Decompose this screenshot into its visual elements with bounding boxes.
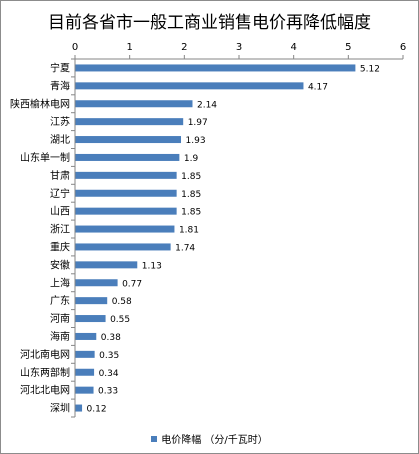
bars (75, 64, 356, 412)
bar (75, 207, 177, 215)
bar (75, 279, 118, 287)
category-label: 山西 (50, 206, 70, 218)
bar (75, 118, 184, 126)
value-label: 0.12 (87, 405, 107, 415)
x-tick-label: 4 (290, 42, 296, 53)
x-tick-label: 6 (400, 42, 406, 53)
legend: 电价降幅 （分/千瓦时） (0, 431, 419, 446)
category-label: 海南 (50, 330, 70, 343)
bar (75, 350, 95, 358)
value-label: 2.14 (197, 100, 217, 110)
bar (75, 82, 304, 90)
value-label: 1.85 (181, 208, 201, 218)
value-label: 0.33 (98, 387, 118, 397)
category-label: 山东两部制 (20, 366, 70, 379)
category-label: 浙江 (50, 224, 70, 236)
bar (75, 243, 171, 251)
bar (75, 386, 94, 394)
category-label: 安徽 (50, 258, 70, 271)
value-label: 0.35 (99, 351, 119, 361)
value-label: 1.13 (142, 261, 162, 271)
category-label: 江苏 (50, 115, 70, 128)
x-tick-label: 0 (72, 42, 78, 53)
bar (75, 64, 356, 72)
category-label: 湖北 (50, 134, 70, 146)
value-label: 1.85 (181, 172, 201, 182)
value-label: 0.34 (99, 369, 119, 379)
category-label: 上海 (50, 276, 70, 289)
value-label: 1.97 (188, 118, 208, 128)
category-label: 重庆 (50, 240, 70, 253)
legend-label: 电价降幅 （分/千瓦时） (161, 435, 268, 446)
value-label: 0.38 (101, 333, 121, 343)
value-label: 1.81 (179, 226, 199, 236)
category-label: 宁夏 (50, 61, 70, 74)
x-tick-label: 3 (236, 42, 242, 53)
bar (75, 100, 193, 108)
bar (75, 261, 138, 269)
category-label: 青海 (50, 79, 70, 92)
category-label: 深圳 (50, 403, 70, 415)
value-label: 1.85 (181, 190, 201, 200)
category-label: 甘肃 (50, 169, 70, 182)
category-label: 陕西榆林电网 (10, 97, 70, 110)
category-label: 山东单一制 (20, 151, 70, 164)
category-labels: 宁夏青海陕西榆林电网江苏湖北山东单一制甘肃辽宁山西浙江重庆安徽上海广东河南海南河… (10, 61, 70, 414)
value-label: 0.77 (122, 279, 142, 289)
bar (75, 136, 182, 144)
category-label: 河北南电网 (20, 348, 70, 361)
bar (75, 297, 108, 305)
bar (75, 332, 97, 340)
category-label: 河南 (50, 312, 70, 325)
category-label: 河北北电网 (20, 384, 70, 397)
category-label: 广东 (50, 294, 70, 307)
bar (75, 171, 177, 179)
bar (75, 368, 95, 376)
value-label: 0.58 (112, 297, 132, 307)
bar (75, 225, 175, 233)
bar (75, 153, 180, 161)
value-label: 4.17 (308, 82, 328, 92)
axis-layer (71, 55, 404, 418)
value-labels: 5.12 4.17 2.14 1.97 1.93 1.9 1.85 1.85 1.85 1.81 1… (87, 64, 380, 414)
x-tick-label: 2 (181, 42, 187, 53)
value-label: 1.9 (184, 154, 199, 164)
value-label: 1.93 (186, 136, 206, 146)
x-tick-label: 5 (345, 42, 351, 53)
chart-title: 目前各省市一般工商业销售电价再降低幅度 (48, 13, 371, 33)
value-label: 0.55 (110, 315, 130, 325)
value-label: 5.12 (360, 64, 380, 74)
value-label: 1.74 (175, 243, 195, 253)
x-tick-label: 1 (126, 42, 132, 53)
bar (75, 189, 177, 197)
bar (75, 404, 83, 412)
bar (75, 315, 106, 323)
legend-swatch (151, 435, 158, 442)
x-tick-labels: 0 1 2 3 4 5 6 (72, 42, 406, 53)
category-label: 辽宁 (50, 187, 70, 200)
